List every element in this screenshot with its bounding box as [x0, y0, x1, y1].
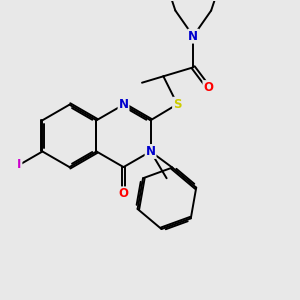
Text: O: O — [203, 81, 213, 94]
Text: I: I — [17, 158, 22, 171]
Text: N: N — [188, 30, 198, 43]
Text: S: S — [173, 98, 182, 111]
Text: O: O — [118, 187, 128, 200]
Text: N: N — [118, 98, 128, 111]
Text: N: N — [146, 145, 156, 158]
